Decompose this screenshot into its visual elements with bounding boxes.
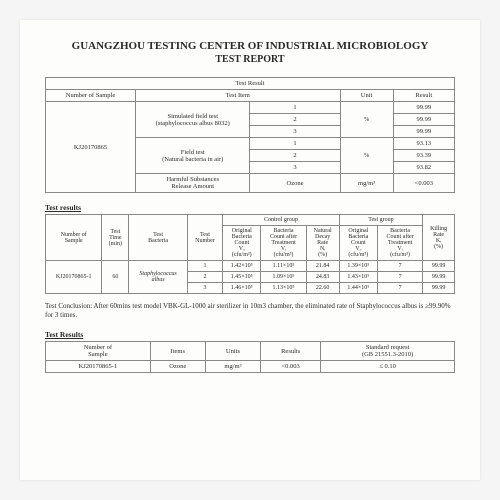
r3: 93.13 (393, 138, 454, 150)
r2v1: 1.13×10⁵ (261, 283, 306, 294)
r0nd: 21.84 (306, 261, 339, 272)
conclusion: Test Conclusion: After 60mins test model… (45, 302, 455, 320)
t1-sample: KJ20170865 (46, 102, 136, 193)
h-obc: Original Bacteria Count Vₒ (cfu/m³) (223, 226, 261, 261)
t3-sample: KJ20170865-1 (46, 361, 151, 373)
r2: 99.99 (393, 126, 454, 138)
t3-items: Ozone (150, 361, 205, 373)
test-result-table-1: Test Result Number of Sample Test Item U… (45, 77, 455, 193)
t1-mgm3: mg/m³ (340, 174, 393, 193)
r0w1: 7 (377, 261, 422, 272)
t3-std: ≤ 0.10 (321, 361, 455, 373)
t1-item3: Harmful Substances Release Amount (135, 174, 250, 193)
t3-units: mg/m³ (205, 361, 260, 373)
h-unit: Unit (340, 90, 393, 102)
t1-n: 3 (250, 126, 340, 138)
h-kill: Killing Rate Kᵢ (%) (423, 215, 455, 261)
t1-n: 1 (250, 138, 340, 150)
report-page: GUANGZHOU TESTING CENTER OF INDUSTRIAL M… (20, 20, 480, 480)
r1w0: 1.43×10⁵ (339, 272, 377, 283)
h-tg: Test group (339, 215, 422, 226)
test-result-table-3: Number of Sample Items Units Results Sta… (45, 341, 455, 373)
h-item: Test Item (135, 90, 340, 102)
t1-n: 3 (250, 162, 340, 174)
t1-pct2: % (340, 138, 393, 174)
t1-n: 2 (250, 114, 340, 126)
t1-item1: Simulated field test (staphylococcus alb… (135, 102, 250, 138)
h-bat: Bacteria Count after Treatment Vᵢ (cfu/m… (261, 226, 306, 261)
r0: 99.99 (393, 102, 454, 114)
r1k: 99.99 (423, 272, 455, 283)
h-cg: Control group (223, 215, 340, 226)
h-bat2: Bacteria Count after Treatment Vᵢ (cfu/m… (377, 226, 422, 261)
r1nd: 24.83 (306, 272, 339, 283)
r2nd: 22.60 (306, 283, 339, 294)
r4: 93.39 (393, 150, 454, 162)
t2-time: 60 (102, 261, 129, 294)
h-sample: Number of Sample (46, 90, 136, 102)
h-result: Result (393, 90, 454, 102)
r2k: 99.99 (423, 283, 455, 294)
h-num: Test Number (187, 215, 222, 261)
h-obc2: Original Bacteria Count Vₒ (cfu/m³) (339, 226, 377, 261)
t1-ozone: Ozone (250, 174, 340, 193)
r2w0: 1.44×10⁵ (339, 283, 377, 294)
r0v1: 1.11×10⁵ (261, 261, 306, 272)
r1v1: 1.09×10⁵ (261, 272, 306, 283)
t1-pct1: % (340, 102, 393, 138)
t2-sample: KJ20170865-1 (46, 261, 102, 294)
h-ndr: Natural Decay Rate Nᵢ (%) (306, 226, 339, 261)
t1-item2: Field test (Natural bacteria in air) (135, 138, 250, 174)
r0w0: 1.39×10⁵ (339, 261, 377, 272)
org-name: GUANGZHOU TESTING CENTER OF INDUSTRIAL M… (45, 40, 455, 52)
h-bact: Test Bacteria (129, 215, 188, 261)
t1-n: 2 (250, 150, 340, 162)
h-time: Test Time (min) (102, 215, 129, 261)
h-results: Results (261, 342, 321, 361)
r0v0: 1.42×10⁵ (223, 261, 261, 272)
report-title: TEST REPORT (45, 54, 455, 65)
r0n: 1 (187, 261, 222, 272)
r0k: 99.99 (423, 261, 455, 272)
h-std: Standard request (GB 21551.3-2010) (321, 342, 455, 361)
h-items: Items (150, 342, 205, 361)
t1-caption: Test Result (46, 78, 455, 90)
t2-caption: Test results (45, 203, 455, 212)
h-sample: Number of Sample (46, 215, 102, 261)
h-sample: Number of Sample (46, 342, 151, 361)
t3-results: <0.003 (261, 361, 321, 373)
r1v0: 1.45×10⁵ (223, 272, 261, 283)
t2-bact: Staphylococcus albus (129, 261, 188, 294)
r2w1: 7 (377, 283, 422, 294)
test-result-table-2: Number of Sample Test Time (min) Test Ba… (45, 214, 455, 294)
r1: 99.99 (393, 114, 454, 126)
r5: 93.82 (393, 162, 454, 174)
r1n: 2 (187, 272, 222, 283)
r2n: 3 (187, 283, 222, 294)
r2v0: 1.46×10⁵ (223, 283, 261, 294)
r1w1: 7 (377, 272, 422, 283)
r6: <0.003 (393, 174, 454, 193)
h-units: Units (205, 342, 260, 361)
t3-caption: Test Results (45, 330, 455, 339)
t1-n: 1 (250, 102, 340, 114)
